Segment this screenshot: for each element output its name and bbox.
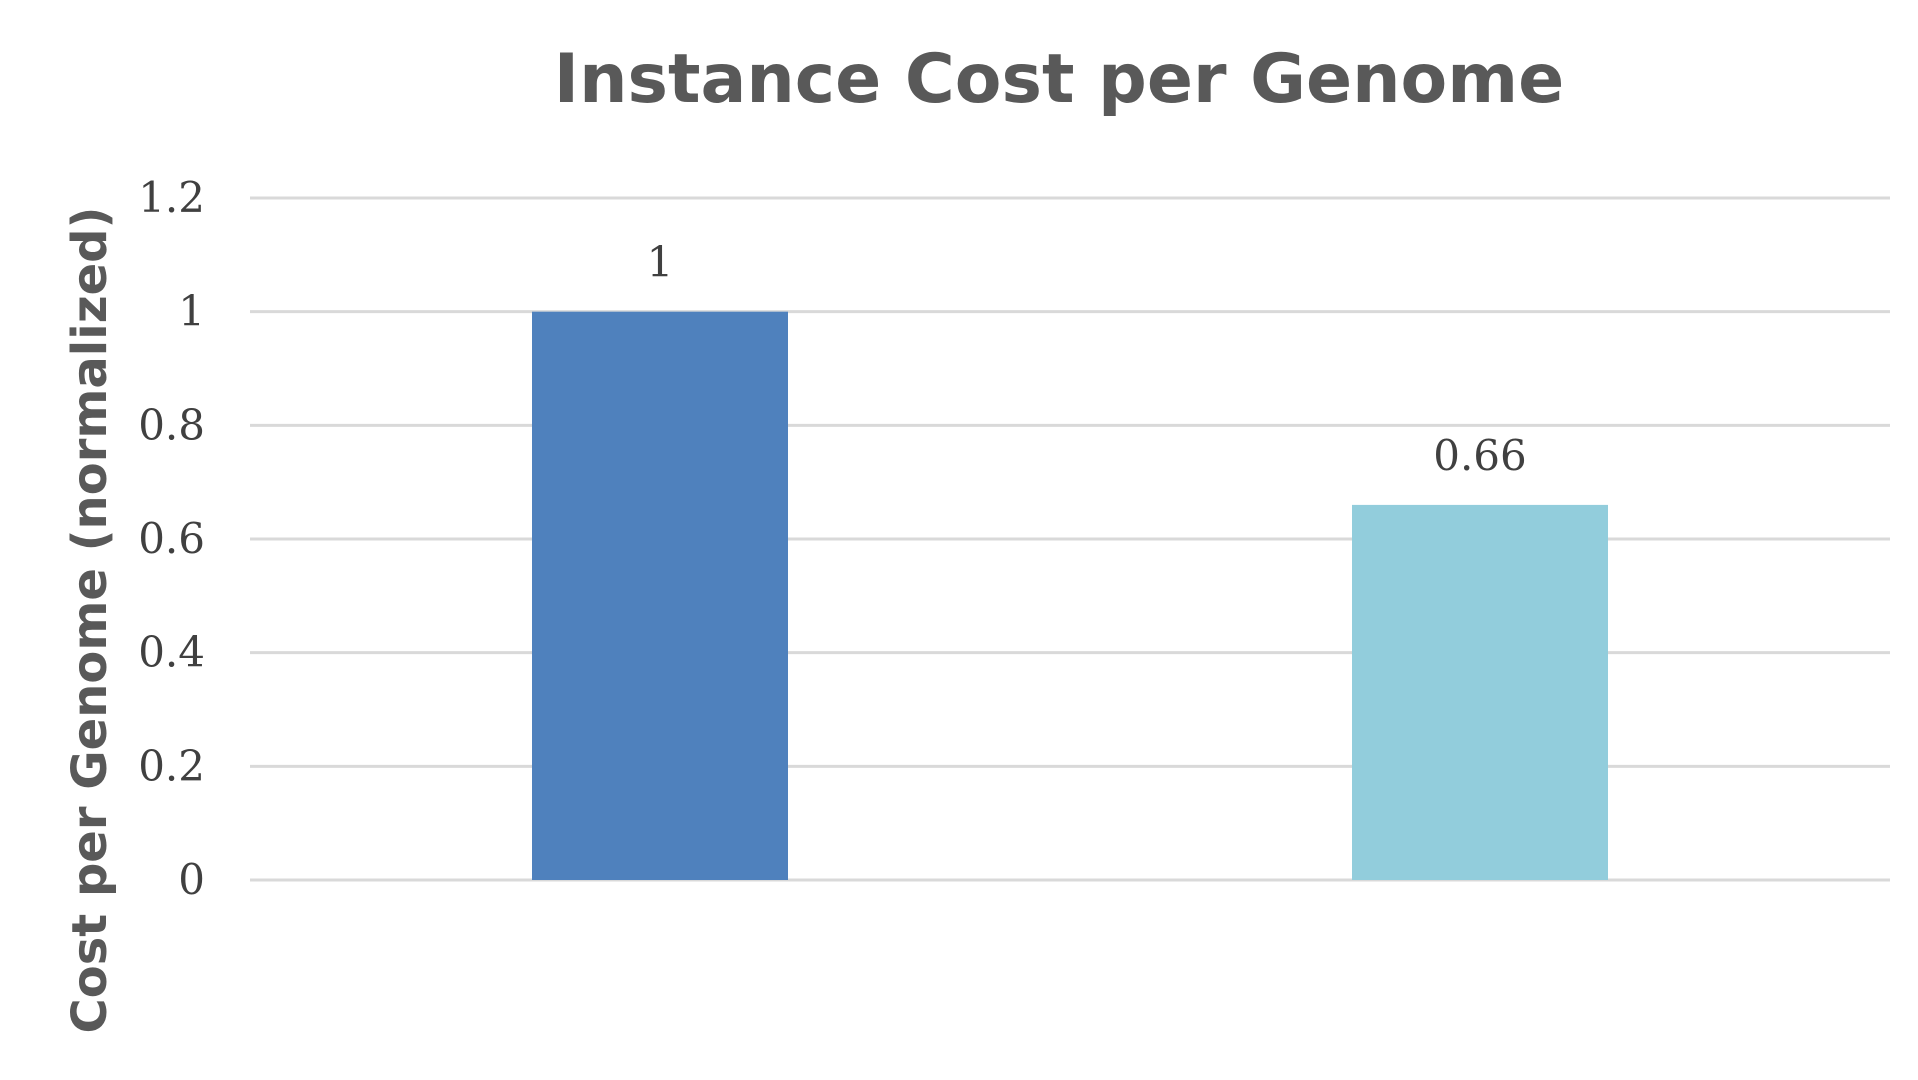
bar [1352,504,1608,880]
y-tick-label: 1 [178,287,205,336]
y-tick-label: 0.6 [138,514,205,563]
chart-title: Instance Cost per Genome [553,40,1565,119]
y-tick-label: 0.8 [138,400,205,449]
y-tick-label: 0 [178,855,205,904]
y-tick-label: 0.4 [138,628,205,677]
y-tick-label: 1.2 [138,173,205,222]
bar [532,311,788,881]
data-label: 1 [647,238,674,287]
y-tick-label: 0.2 [138,741,205,790]
data-label: 0.66 [1433,431,1527,480]
